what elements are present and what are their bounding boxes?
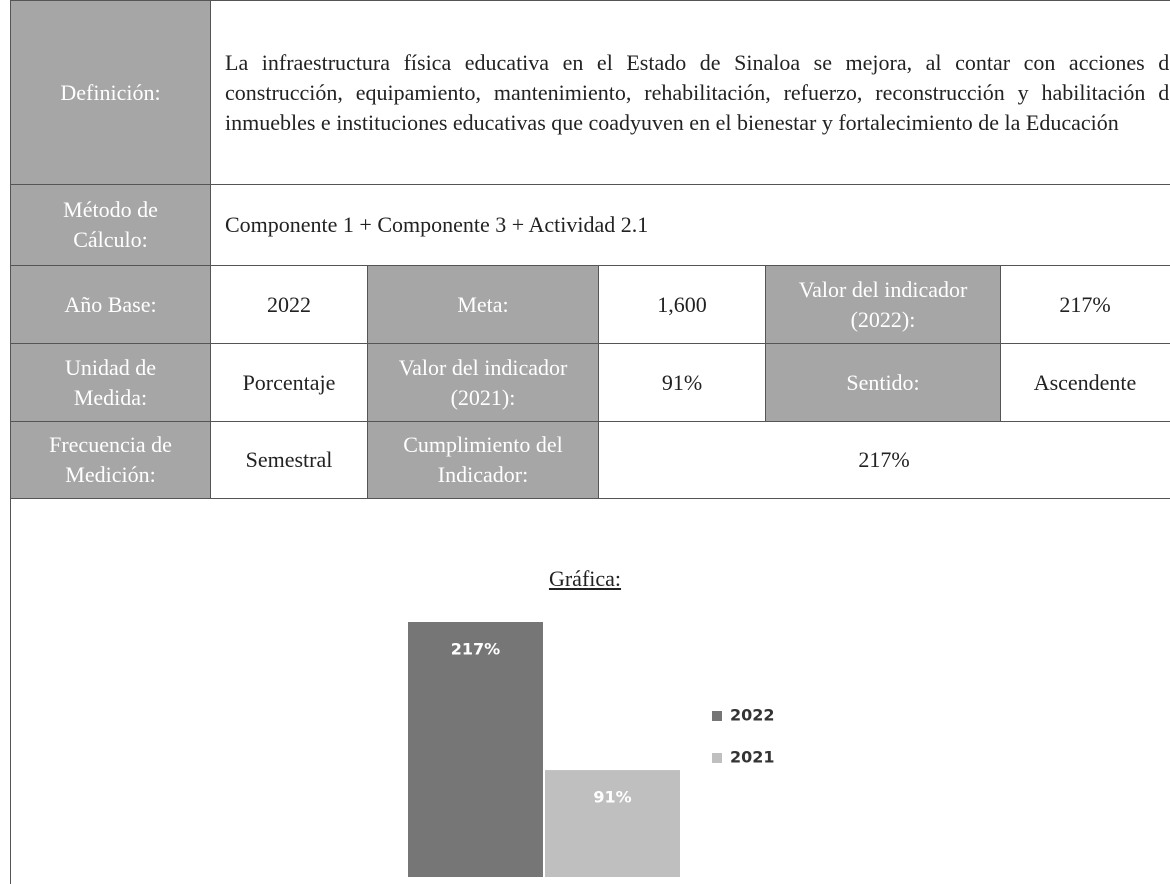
- bar: [545, 770, 680, 877]
- data-label: 217%: [451, 640, 500, 659]
- legend-label: 2022: [730, 706, 775, 725]
- label-cell: Frecuencia de Medición:: [10, 421, 211, 499]
- label-cell: Método de Cálculo:: [10, 184, 211, 266]
- label-cell: Año Base:: [10, 265, 211, 344]
- label-cell: Cumplimiento del Indicador:: [367, 421, 599, 499]
- bar: [408, 622, 543, 877]
- value-cell: Ascendente: [1000, 343, 1170, 422]
- label-cell: Valor del indicador (2021):: [367, 343, 599, 422]
- value-cell: 217%: [1000, 265, 1170, 344]
- value-cell: 217%: [598, 421, 1170, 499]
- legend-swatch: [712, 711, 722, 721]
- label-cell: Unidad de Medida:: [10, 343, 211, 422]
- value-cell: Componente 1 + Componente 3 + Actividad …: [210, 184, 1170, 266]
- value-cell: 2022: [210, 265, 368, 344]
- value-cell: La infraestructura física educativa en e…: [210, 0, 1170, 185]
- label-cell: Definición:: [10, 0, 211, 185]
- legend-label: 2021: [730, 748, 775, 767]
- chart: 217% 2022 91% 2021: [408, 622, 775, 877]
- label-cell: Valor del indicador (2022):: [765, 265, 1001, 344]
- chart-title-wrap: Gráfica:: [0, 566, 1170, 592]
- chart-title: Gráfica:: [548, 566, 622, 591]
- graph-section: [10, 498, 1170, 884]
- value-cell: Porcentaje: [210, 343, 368, 422]
- value-cell: Semestral: [210, 421, 368, 499]
- data-label: 91%: [593, 788, 631, 807]
- value-cell: 1,600: [598, 265, 766, 344]
- legend-swatch: [712, 753, 722, 763]
- label-cell: Meta:: [367, 265, 599, 344]
- value-cell: 91%: [598, 343, 766, 422]
- label-cell: Sentido:: [765, 343, 1001, 422]
